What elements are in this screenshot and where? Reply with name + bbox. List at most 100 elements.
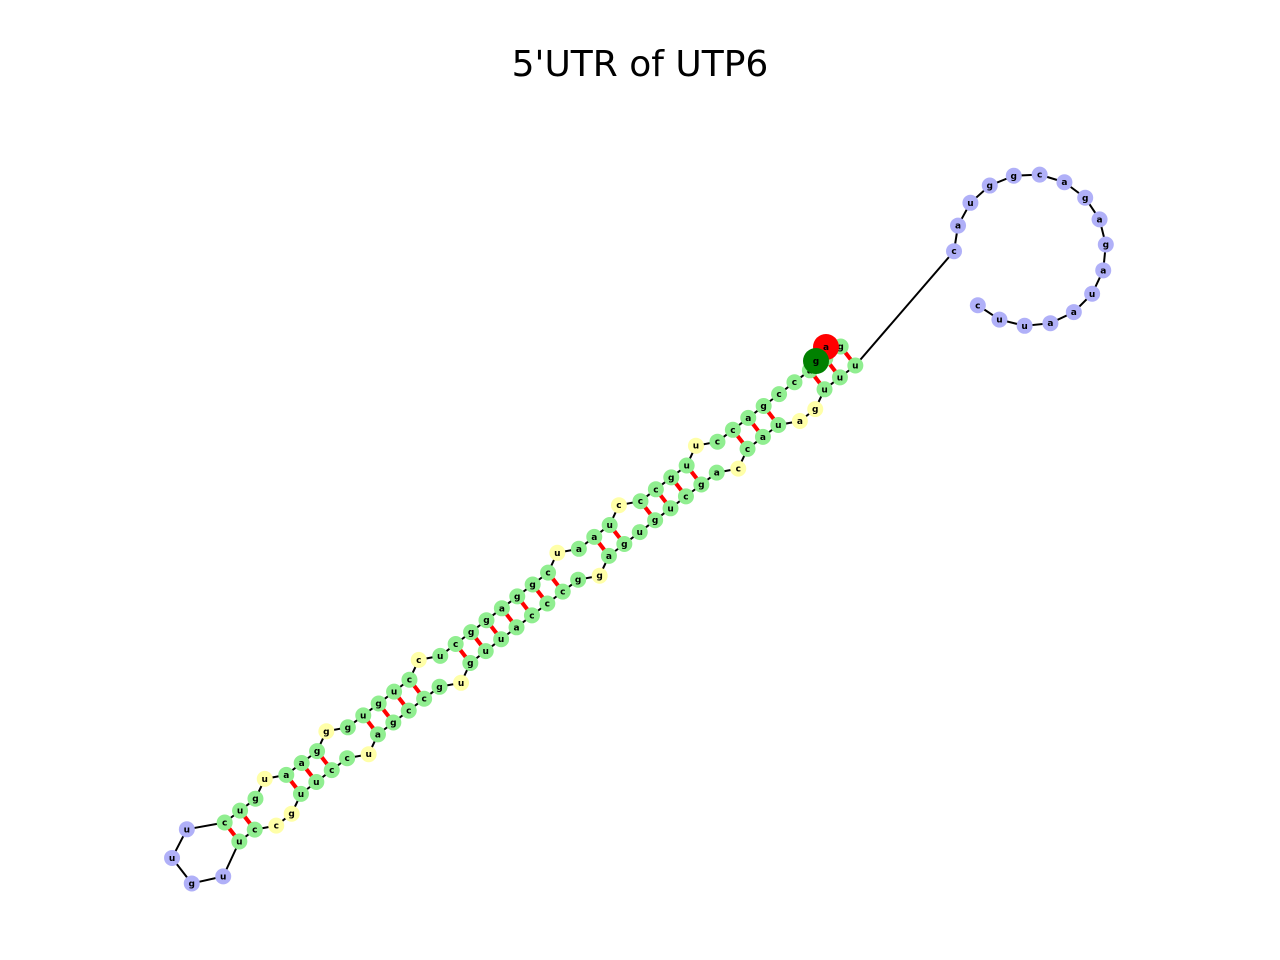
- diagram-title: 5'UTR of UTP6: [511, 44, 769, 85]
- nucleotide-circle: [410, 651, 427, 668]
- nucleotide-label: u: [554, 549, 560, 559]
- nucleotide: g: [283, 805, 300, 822]
- nucleotide-label: a: [283, 771, 289, 781]
- nucleotide-circle: [431, 678, 448, 695]
- nucleotide-label: a: [513, 623, 519, 633]
- nucleotide-label: u: [298, 790, 304, 800]
- nucleotide-circle: [754, 428, 771, 445]
- nucleotide: a: [293, 755, 310, 772]
- nucleotide-circle: [478, 612, 495, 629]
- hairpin-nucleotide-circle: [1042, 315, 1059, 332]
- hairpin-nucleotide: u: [1084, 285, 1101, 302]
- hairpin-nucleotide-circle: [164, 849, 181, 866]
- nucleotide: u: [847, 357, 864, 374]
- nucleotide: u: [687, 437, 704, 454]
- nucleotide-label: g: [760, 402, 766, 412]
- nucleotide: u: [477, 643, 494, 660]
- nucleotide-label: g: [468, 628, 474, 638]
- hairpin-nucleotide: a: [1065, 304, 1082, 321]
- nucleotide-circle: [570, 540, 587, 557]
- nucleotide-label: u: [852, 361, 858, 371]
- nucleotide-label: c: [344, 754, 349, 764]
- nucleotide-label: c: [653, 485, 658, 495]
- nucleotide-circle: [693, 476, 710, 493]
- nucleotide-circle: [477, 643, 494, 660]
- hairpin-nucleotide-label: u: [1089, 290, 1095, 300]
- nucleotide: c: [246, 821, 263, 838]
- nucleotide-circle: [509, 588, 526, 605]
- nucleotide-label: c: [683, 492, 688, 502]
- nucleotide: u: [360, 746, 377, 763]
- nucleotide-circle: [493, 600, 510, 617]
- nucleotide-circle: [293, 755, 310, 772]
- nucleotide-label: g: [323, 727, 329, 737]
- nucleotide-label: g: [621, 540, 627, 550]
- nucleotide: g: [247, 790, 264, 807]
- nucleotide-label: c: [638, 497, 643, 507]
- nucleotide-label: c: [730, 426, 735, 436]
- nucleotide-circle: [662, 500, 679, 517]
- nucleotide: g: [339, 719, 356, 736]
- nucleotide: a: [708, 464, 725, 481]
- nucleotide-circle: [308, 773, 325, 790]
- hairpin-nucleotide-label: g: [1011, 172, 1017, 182]
- nucleotide-circle: [570, 571, 587, 588]
- nucleotide: a: [740, 409, 757, 426]
- nucleotide-label: c: [545, 599, 550, 609]
- nucleotide-label: c: [560, 588, 565, 598]
- nucleotide-label: g: [436, 683, 442, 693]
- nucleotide-label: a: [499, 604, 505, 614]
- nucleotide-label: c: [421, 695, 426, 705]
- hairpin-nucleotide-label: c: [1037, 171, 1042, 181]
- nucleotide-circle: [360, 746, 377, 763]
- nucleotide-label: g: [390, 718, 396, 728]
- hairpin-nucleotide: g: [1097, 236, 1114, 253]
- nucleotide-circle: [462, 654, 479, 671]
- nucleotide: c: [730, 460, 747, 477]
- nucleotide-circle: [369, 726, 386, 743]
- hairpin-nucleotide-circle: [1095, 262, 1112, 279]
- hairpin-nucleotide-circle: [946, 243, 963, 260]
- nucleotide: a: [508, 619, 525, 636]
- nucleotide-circle: [724, 421, 741, 438]
- nucleotide-circle: [453, 674, 470, 691]
- nucleotide-circle: [831, 369, 848, 386]
- nucleotide: a: [369, 726, 386, 743]
- nucleotide-label: g: [575, 576, 581, 586]
- nucleotide: c: [447, 636, 464, 653]
- nucleotide-circle: [400, 702, 417, 719]
- nucleotide: c: [739, 440, 756, 457]
- nucleotide-circle: [323, 762, 340, 779]
- hairpin-nucleotide: u: [1016, 317, 1033, 334]
- hairpin-nucleotide-label: c: [975, 301, 980, 311]
- nucleotide-circle: [591, 567, 608, 584]
- hairpin-nucleotide-circle: [1056, 174, 1073, 191]
- nucleotide-label: c: [222, 819, 227, 829]
- nucleotide-label: g: [652, 516, 658, 526]
- nucleotide: a: [791, 413, 808, 430]
- hairpin-nucleotide-circle: [962, 194, 979, 211]
- nucleotide-circle: [339, 719, 356, 736]
- nucleotide-circle: [539, 595, 556, 612]
- nucleotide: c: [771, 386, 788, 403]
- nucleotide-circle: [523, 607, 540, 624]
- nucleotide-circle: [632, 493, 649, 510]
- nucleotide: c: [523, 607, 540, 624]
- nucleotide: a: [586, 528, 603, 545]
- nucleotide-label: a: [606, 552, 612, 562]
- nucleotide-circle: [730, 460, 747, 477]
- hairpin-nucleotide-circle: [1065, 304, 1082, 321]
- nucleotide-label: c: [745, 445, 750, 455]
- nucleotide-label: g: [288, 810, 294, 820]
- nucleotide-circle: [816, 381, 833, 398]
- nucleotide-label: a: [299, 759, 305, 769]
- hairpin-nucleotide-circle: [969, 297, 986, 314]
- nucleotide: u: [308, 773, 325, 790]
- hairpin-nucleotide-circle: [981, 177, 998, 194]
- nucleotide: c: [724, 421, 741, 438]
- hairpin-nucleotide-circle: [950, 217, 967, 234]
- nucleotide: g: [385, 714, 402, 731]
- nucleotide-circle: [677, 488, 694, 505]
- hairpin-nucleotide-label: u: [967, 199, 973, 209]
- hairpin-nucleotide: a: [1095, 262, 1112, 279]
